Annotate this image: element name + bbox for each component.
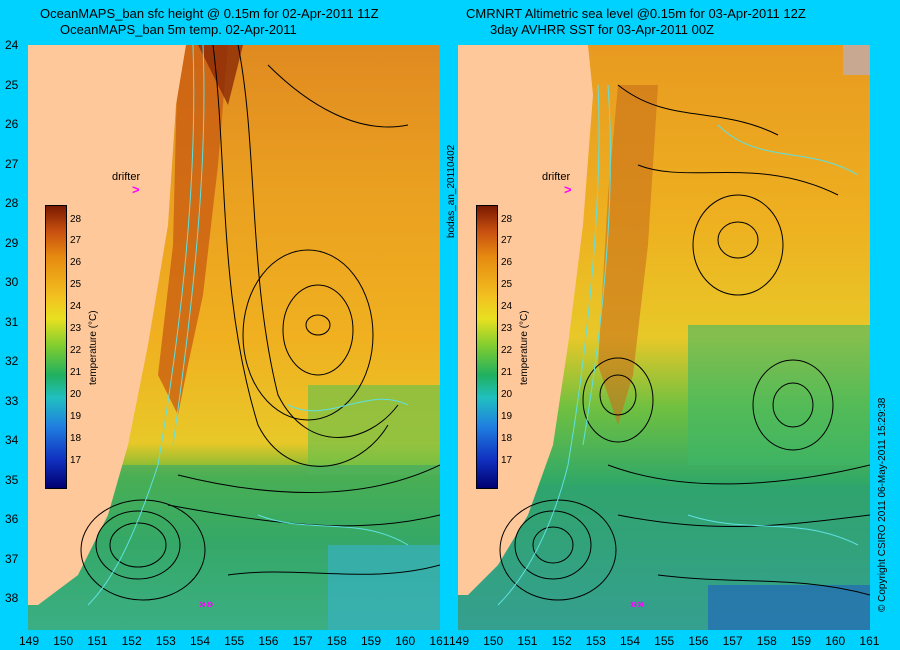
longitude-tick-label: 152	[121, 634, 142, 648]
right-drifter-arrow-icon: >	[564, 182, 572, 197]
cbar-tick: 26	[70, 257, 82, 268]
right-colorbar-label: temperature (°C)	[519, 310, 530, 385]
latitude-tick-label: 24	[5, 38, 19, 52]
longitude-tick-label: 150	[483, 634, 504, 648]
cbar-tick: 26	[501, 257, 513, 268]
longitude-tick-label: 159	[791, 634, 812, 648]
cbar-tick: 24	[70, 301, 82, 312]
latitude-tick-label: 32	[5, 354, 19, 368]
longitude-tick-label: 155	[654, 634, 675, 648]
longitude-tick-label: 153	[155, 634, 176, 648]
latitude-tick-label: 25	[5, 77, 19, 92]
cbar-tick: 28	[501, 214, 513, 225]
cbar-tick: 27	[501, 235, 513, 246]
longitude-tick-label: 152	[551, 634, 572, 648]
cbar-tick: 17	[70, 455, 82, 466]
cbar-tick: 20	[70, 389, 82, 400]
cbar-tick: 20	[501, 389, 513, 400]
left-colorbar	[45, 205, 67, 489]
left-title-line2: OceanMAPS_ban 5m temp. 02-Apr-2011	[60, 22, 297, 37]
cbar-tick: 21	[70, 367, 82, 378]
cbar-tick: 23	[70, 323, 82, 334]
longitude-tick-label: 157	[722, 634, 743, 648]
longitude-tick-label: 151	[87, 634, 108, 648]
left-drifter-label: drifter	[112, 171, 141, 183]
longitude-tick-label: 161	[859, 634, 880, 648]
cbar-tick: 25	[501, 279, 513, 290]
latitude-tick-label: 31	[5, 314, 19, 329]
cbar-tick: 19	[501, 411, 513, 422]
cbar-tick: 19	[70, 411, 82, 422]
longitude-tick-label: 151	[517, 634, 538, 648]
longitude-tick-label: 157	[292, 634, 313, 648]
left-drifter-arrow-icon: >	[132, 182, 140, 197]
latitude-tick-label: 35	[5, 472, 19, 487]
cbar-tick: 18	[501, 433, 513, 444]
left-title-line1: OceanMAPS_ban sfc height @ 0.15m for 02-…	[40, 6, 379, 21]
latitude-tick-label: 26	[5, 117, 19, 131]
longitude-tick-label: 149	[449, 634, 470, 648]
longitude-tick-label: 159	[361, 634, 382, 648]
latitude-tick-label: 34	[5, 433, 19, 447]
longitude-tick-label: 155	[224, 634, 245, 648]
right-title-line1: CMRNRT Altimetric sea level @0.15m for 0…	[466, 6, 806, 21]
longitude-tick-label: 158	[756, 634, 777, 648]
run-label: bodas_an_20110402	[446, 144, 457, 238]
cbar-tick: 24	[501, 301, 513, 312]
left-drifter-track-icon: »»	[199, 596, 214, 611]
cbar-tick: 17	[501, 455, 513, 466]
right-map-panel	[458, 45, 870, 630]
longitude-tick-label: 161	[429, 634, 450, 648]
longitude-tick-label: 160	[825, 634, 846, 648]
latitude-tick-label: 36	[5, 512, 19, 526]
left-map-svg	[28, 45, 440, 630]
right-colorbar	[476, 205, 498, 489]
cbar-tick: 22	[501, 345, 513, 356]
latitude-tick-label: 27	[5, 156, 19, 171]
longitude-tick-label: 149	[19, 634, 40, 648]
longitude-tick-label: 153	[585, 634, 606, 648]
cbar-tick: 22	[70, 345, 82, 356]
longitude-tick-label: 156	[258, 634, 279, 648]
cbar-tick: 25	[70, 279, 82, 290]
longitude-tick-label: 156	[688, 634, 709, 648]
right-drifter-track-icon: »»	[630, 596, 645, 611]
cbar-tick: 18	[70, 433, 82, 444]
longitude-tick-label: 154	[620, 634, 641, 648]
longitude-tick-label: 154	[190, 634, 211, 648]
right-title-line2: 3day AVHRR SST for 03-Apr-2011 00Z	[490, 22, 714, 37]
latitude-tick-label: 37	[5, 551, 19, 566]
left-colorbar-label: temperature (°C)	[88, 310, 99, 385]
latitude-tick-label: 28	[5, 196, 19, 210]
longitude-tick-label: 160	[395, 634, 416, 648]
copyright-text: © Copyright CSIRO 2011 06-May-2011 15:29…	[877, 397, 888, 612]
latitude-tick-label: 38	[5, 591, 19, 605]
longitude-tick-label: 150	[53, 634, 74, 648]
latitude-tick-label: 29	[5, 235, 19, 250]
latitude-tick-label: 33	[5, 393, 19, 408]
latitude-tick-label: 30	[5, 275, 19, 289]
right-map-svg	[458, 45, 870, 630]
cbar-tick: 27	[70, 235, 82, 246]
cbar-tick: 28	[70, 214, 82, 225]
left-map-panel	[28, 45, 440, 630]
right-drifter-label: drifter	[542, 171, 571, 183]
longitude-tick-label: 158	[326, 634, 347, 648]
cbar-tick: 23	[501, 323, 513, 334]
cbar-tick: 21	[501, 367, 513, 378]
